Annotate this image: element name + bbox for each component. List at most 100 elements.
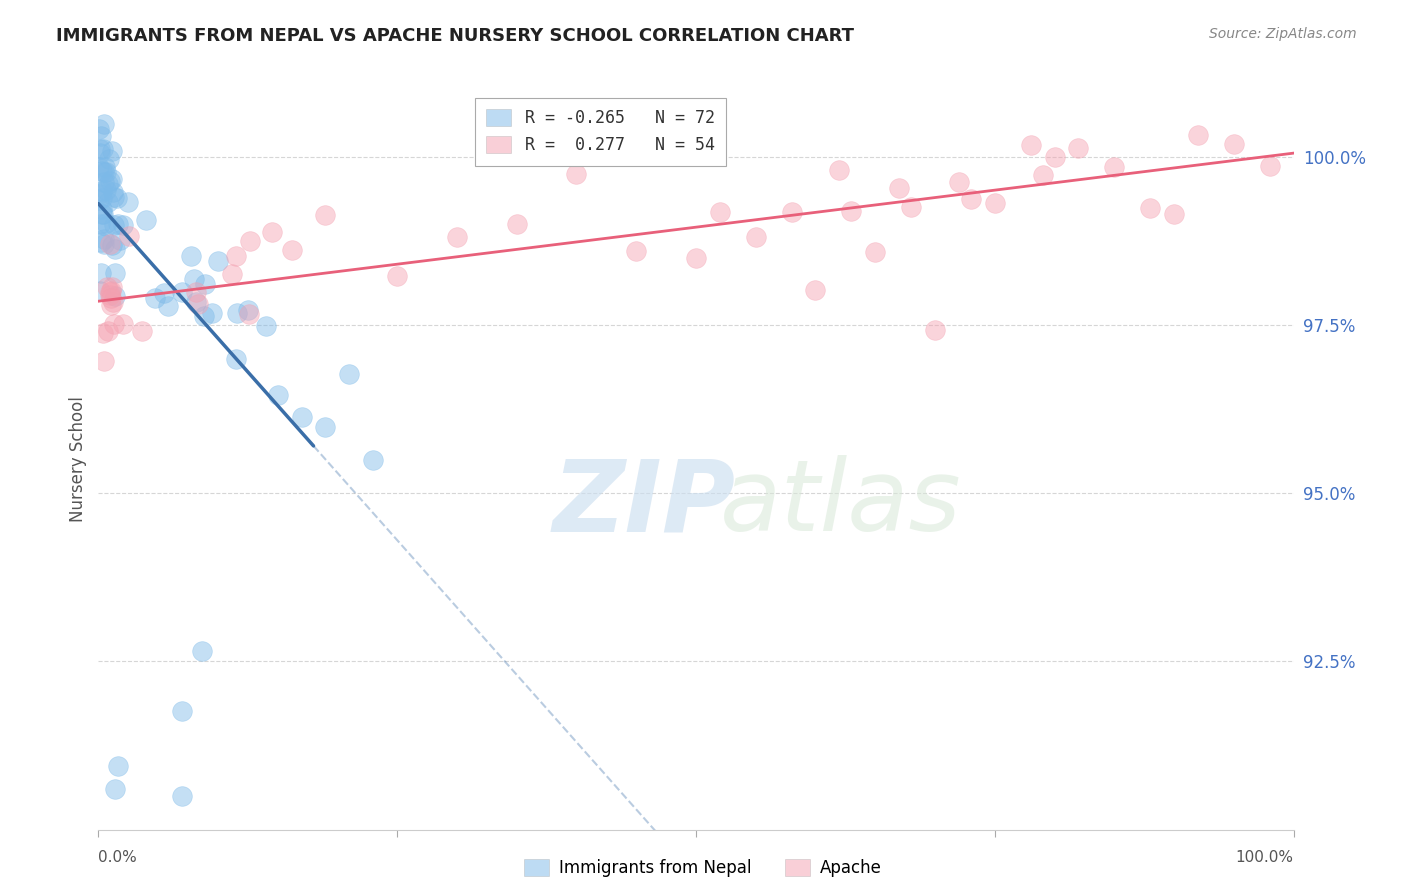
Point [101,238,124,252]
Point [135,213,157,227]
Point [93,117,115,131]
Text: 0.0%: 0.0% [98,850,138,864]
Point [193,309,215,323]
Point [87,193,110,207]
Point [1032,168,1054,182]
Point [745,230,768,244]
Point [780,204,803,219]
Point [1104,160,1126,174]
Y-axis label: Nursery School: Nursery School [69,396,87,523]
Point [260,225,283,239]
Point [207,254,229,268]
Point [984,195,1007,210]
Point [180,249,202,263]
Point [172,704,194,718]
Point [238,307,260,321]
Point [94,219,117,233]
Point [89,284,111,298]
Point [201,306,224,320]
Point [97,153,120,167]
Point [98,285,121,300]
Point [948,175,970,189]
Point [93,165,115,179]
Point [804,283,827,297]
Point [91,207,114,221]
Point [565,167,588,181]
Point [90,184,112,198]
Point [506,217,529,231]
Point [90,129,112,144]
Point [254,318,277,333]
Point [107,217,129,231]
Point [94,164,117,178]
Point [110,233,132,247]
Point [103,190,125,204]
Point [267,387,290,401]
Point [314,208,336,222]
Point [191,644,214,658]
Point [101,172,124,186]
Point [865,245,887,260]
Point [685,251,707,265]
Point [221,267,243,281]
Point [96,216,118,230]
Point [226,306,249,320]
Point [889,180,911,194]
Point [385,268,409,283]
Point [101,185,124,199]
Point [93,232,115,246]
Point [87,187,110,202]
Point [1223,137,1246,152]
Point [90,235,112,249]
Point [924,323,946,337]
Legend: Immigrants from Nepal, Apache: Immigrants from Nepal, Apache [517,852,889,884]
Point [100,298,122,312]
Point [103,218,125,232]
Point [828,163,851,178]
Point [709,205,731,219]
Point [98,174,121,188]
Point [187,297,209,311]
Text: 100.0%: 100.0% [1236,850,1294,864]
Point [91,191,114,205]
Point [107,759,129,773]
Point [98,237,121,252]
Text: atlas: atlas [720,455,962,552]
Point [170,285,193,299]
Point [841,204,863,219]
Point [101,280,124,294]
Point [172,789,194,803]
Point [446,230,468,244]
Point [1187,128,1209,142]
Point [1043,150,1066,164]
Point [153,286,176,301]
Point [96,279,118,293]
Point [184,294,207,309]
Point [97,177,120,191]
Point [91,326,114,341]
Point [1139,201,1161,215]
Point [184,285,207,299]
Point [1163,207,1185,221]
Point [98,287,121,301]
Point [225,249,247,263]
Point [131,324,153,338]
Point [97,325,120,339]
Text: ZIP: ZIP [553,455,735,552]
Point [183,272,205,286]
Point [104,242,127,256]
Point [101,295,124,310]
Point [157,299,180,313]
Point [960,192,983,206]
Text: IMMIGRANTS FROM NEPAL VS APACHE NURSERY SCHOOL CORRELATION CHART: IMMIGRANTS FROM NEPAL VS APACHE NURSERY … [56,27,855,45]
Point [101,144,124,158]
Point [117,195,139,210]
Point [87,161,110,175]
Point [236,302,259,317]
Point [90,266,112,280]
Point [315,420,337,434]
Point [89,217,111,231]
Point [194,277,217,292]
Point [626,244,648,258]
Point [1258,159,1281,173]
